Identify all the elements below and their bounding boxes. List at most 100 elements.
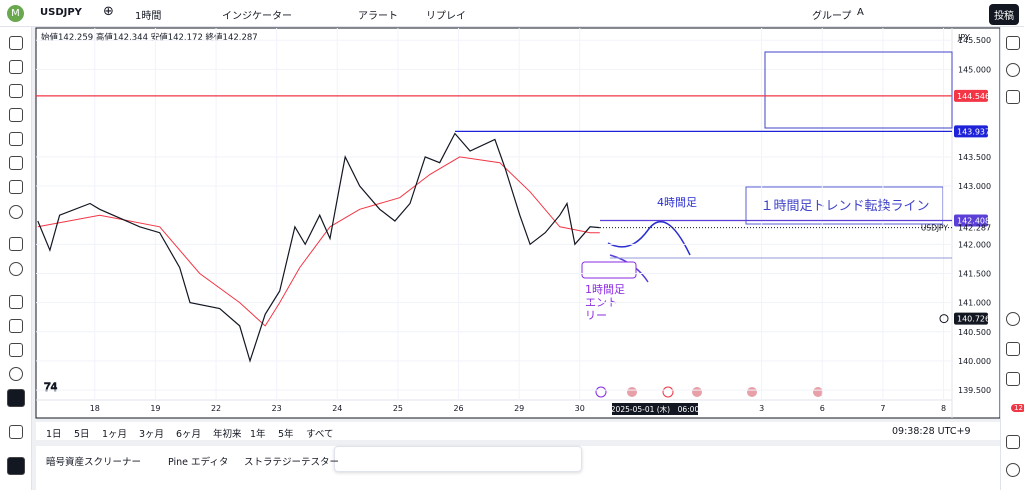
tool-visibility[interactable]	[9, 367, 23, 381]
range-button[interactable]: 1ヶ月	[102, 429, 128, 440]
x-tick-label: 24	[332, 404, 342, 413]
y-tick-label: 143.000	[958, 182, 991, 191]
price-line	[37, 132, 600, 363]
h4-arrow	[607, 220, 691, 256]
tool-line[interactable]	[9, 60, 23, 74]
y-tick-label: 140.000	[958, 357, 991, 366]
right-sidebar: 12	[1000, 27, 1024, 490]
y-tick-label: 142.000	[958, 240, 991, 249]
moving-average	[37, 156, 600, 327]
tool-cursor[interactable]	[9, 36, 23, 50]
x-tick-label: 18	[90, 404, 100, 413]
x-tick-label: 19	[150, 404, 160, 413]
level-tag	[954, 125, 988, 138]
panel-tab[interactable]: 暗号資産スクリーナー	[46, 457, 142, 468]
tool-emoji[interactable]	[9, 205, 23, 219]
tool-favorites[interactable]	[7, 457, 25, 475]
publish-button[interactable]: 投稿	[989, 4, 1019, 25]
currency: JPY	[957, 33, 970, 42]
tool-zoom[interactable]	[9, 262, 23, 276]
interval[interactable]: 1時間	[135, 11, 162, 22]
range-button[interactable]: 5日	[74, 429, 90, 440]
pine[interactable]	[1006, 372, 1020, 386]
alert[interactable]: アラート	[358, 11, 398, 22]
group[interactable]: グループ	[812, 11, 852, 22]
level-label: 142.408	[957, 217, 990, 226]
font-toggle[interactable]: A	[857, 7, 864, 18]
help[interactable]	[1006, 463, 1020, 477]
event-icon	[662, 386, 674, 398]
tv-logo: 𝟕𝟒	[44, 380, 58, 394]
entry-note-3: リー	[585, 309, 607, 322]
level-label: 140.726	[957, 315, 990, 324]
x-tick-label: 22	[211, 404, 221, 413]
range-button[interactable]: 年初来	[213, 429, 242, 440]
entry-note-1: 1時間足	[585, 283, 625, 296]
notification-badge: 12	[1011, 404, 1024, 412]
x-tick-label: 26	[453, 404, 463, 413]
ideas[interactable]	[1006, 312, 1020, 326]
level-label: 144.546	[957, 92, 990, 101]
tool-magnet[interactable]	[9, 295, 23, 309]
level-tag	[954, 89, 988, 102]
y-tick-label: 140.500	[958, 328, 991, 337]
replay[interactable]: リプレイ	[426, 11, 466, 22]
tool-lock[interactable]	[9, 343, 23, 357]
tool-pattern[interactable]	[9, 108, 23, 122]
indicators[interactable]: インジケーター	[222, 11, 292, 22]
event-icon	[627, 387, 637, 397]
symbol[interactable]: USDJPY	[40, 7, 82, 18]
layers[interactable]	[1006, 90, 1020, 104]
y-tick-label: 145.500	[958, 36, 991, 45]
range-bar: 1日 5日 1ヶ月 3ヶ月 6ヶ月 年初来 1年 5年 すべて 09:38:28 UTC+9	[36, 422, 1000, 440]
tool-text[interactable]	[9, 180, 23, 194]
h4-note: 4時間足	[657, 196, 697, 209]
panel-tab[interactable]: ストラテジーテスター	[244, 457, 340, 468]
tool-channel[interactable]	[9, 132, 23, 146]
y-tick-label: 143.500	[958, 153, 991, 162]
y-tick-label: 141.500	[958, 269, 991, 278]
level-tag	[954, 312, 988, 325]
watchlist[interactable]	[1006, 36, 1020, 50]
calendar[interactable]	[1006, 342, 1020, 356]
y-tick-label: 141.000	[958, 299, 991, 308]
top-toolbar: M USDJPY ⊕ 1時間 インジケーター アラート リプレイ グループ A …	[0, 0, 1024, 27]
add-level	[939, 314, 949, 324]
last-price: 142.287	[958, 224, 991, 233]
tool-lock-draw[interactable]	[9, 319, 23, 333]
tool-forecast[interactable]	[9, 156, 23, 170]
event-icon	[747, 387, 757, 397]
add-symbol[interactable]: ⊕	[103, 4, 114, 19]
tool-fib[interactable]	[9, 84, 23, 98]
panel-tab[interactable]: Pine エディタ	[168, 457, 229, 468]
x-tick-label: 30	[575, 404, 585, 413]
x-tick-label: 8	[941, 404, 946, 413]
level-tag	[954, 214, 988, 227]
drawing-toolbar	[0, 27, 32, 490]
tool-link[interactable]	[7, 389, 25, 407]
x-tick-label: 6	[820, 404, 825, 413]
event-icon	[813, 387, 823, 397]
range-button[interactable]: すべて	[306, 429, 334, 440]
level-label: 143.937	[957, 127, 990, 136]
chart-area: 始値142.259 高値142.344 安値142.172 終値142.287 …	[35, 27, 1000, 419]
x-tick-label: 23	[272, 404, 282, 413]
range-button[interactable]: 3ヶ月	[139, 429, 165, 440]
annotation-box	[745, 186, 944, 225]
range-button[interactable]: 6ヶ月	[176, 429, 202, 440]
chat[interactable]	[1006, 435, 1020, 449]
tool-ruler[interactable]	[9, 237, 23, 251]
drawing-floating-toolbar[interactable]	[334, 446, 582, 472]
ohlc-legend: 始値142.259 高値142.344 安値142.172 終値142.287	[41, 32, 258, 43]
alerts-panel[interactable]	[1006, 63, 1020, 77]
avatar[interactable]: M	[7, 5, 24, 22]
clock: 09:38:28 UTC+9	[892, 426, 971, 437]
range-button[interactable]: 1日	[46, 429, 62, 440]
event-icon	[692, 387, 702, 397]
entry-zone	[581, 261, 637, 279]
y-tick-label: 145.000	[958, 65, 991, 74]
tool-trash[interactable]	[9, 425, 23, 439]
range-button[interactable]: 1年	[250, 429, 266, 440]
range-button[interactable]: 5年	[278, 429, 294, 440]
